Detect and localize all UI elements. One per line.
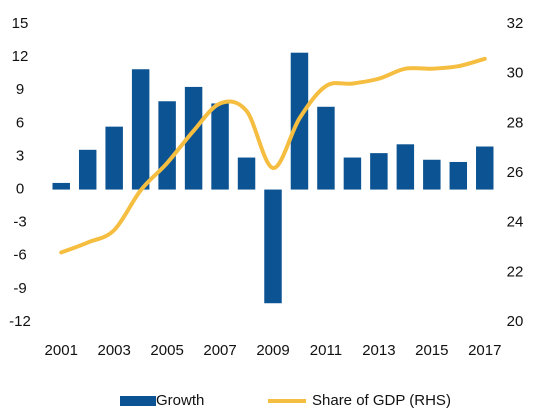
y2-tick-label: 20 — [507, 313, 524, 330]
bar — [396, 144, 415, 190]
line — [59, 56, 487, 255]
y2-tick-label: 28 — [507, 114, 524, 131]
bar — [211, 103, 229, 190]
x-tick-label: 2003 — [97, 342, 130, 359]
y-tick-label: 0 — [16, 181, 24, 198]
bar — [237, 157, 256, 190]
y-tick-label: 15 — [12, 15, 29, 32]
y-tick-label: 12 — [12, 48, 29, 65]
x-tick-label: 2009 — [256, 342, 289, 359]
x-tick-label: 2001 — [45, 342, 78, 359]
bar — [343, 157, 362, 190]
bar — [131, 69, 150, 190]
bar — [78, 149, 97, 190]
bar — [476, 146, 494, 190]
y-tick-label: -9 — [13, 280, 26, 297]
bar — [317, 106, 335, 190]
x-tick-label: 2011 — [310, 342, 342, 359]
bar — [264, 189, 282, 304]
x-tick-label: 2013 — [362, 342, 395, 359]
bar — [370, 153, 388, 190]
y-tick-label: -12 — [9, 313, 31, 330]
y-tick-label: 9 — [16, 81, 24, 98]
x-tick-label: 2005 — [150, 342, 183, 359]
x-tick-label: 2007 — [203, 342, 236, 359]
legend-swatch — [120, 396, 156, 406]
y2-tick-label: 22 — [507, 263, 524, 280]
x-tick-label: 2015 — [415, 342, 448, 359]
y2-tick-label: 26 — [507, 164, 524, 181]
y2-tick-label: 32 — [507, 15, 524, 32]
y-tick-label: -3 — [13, 214, 26, 231]
bar — [105, 126, 123, 190]
y-tick-label: 3 — [16, 147, 24, 164]
y2-tick-label: 30 — [507, 65, 524, 82]
legend-label: Share of GDP (RHS) — [312, 392, 451, 409]
y2-tick-label: 24 — [507, 214, 524, 231]
y-tick-label: -6 — [13, 247, 26, 264]
y-tick-label: 6 — [16, 114, 24, 131]
legend-label: Growth — [156, 392, 204, 409]
bar — [52, 182, 70, 190]
bar — [158, 101, 176, 190]
bar — [423, 159, 441, 190]
x-tick-label: 2017 — [468, 342, 501, 359]
bar — [449, 161, 468, 190]
bar — [184, 86, 203, 190]
